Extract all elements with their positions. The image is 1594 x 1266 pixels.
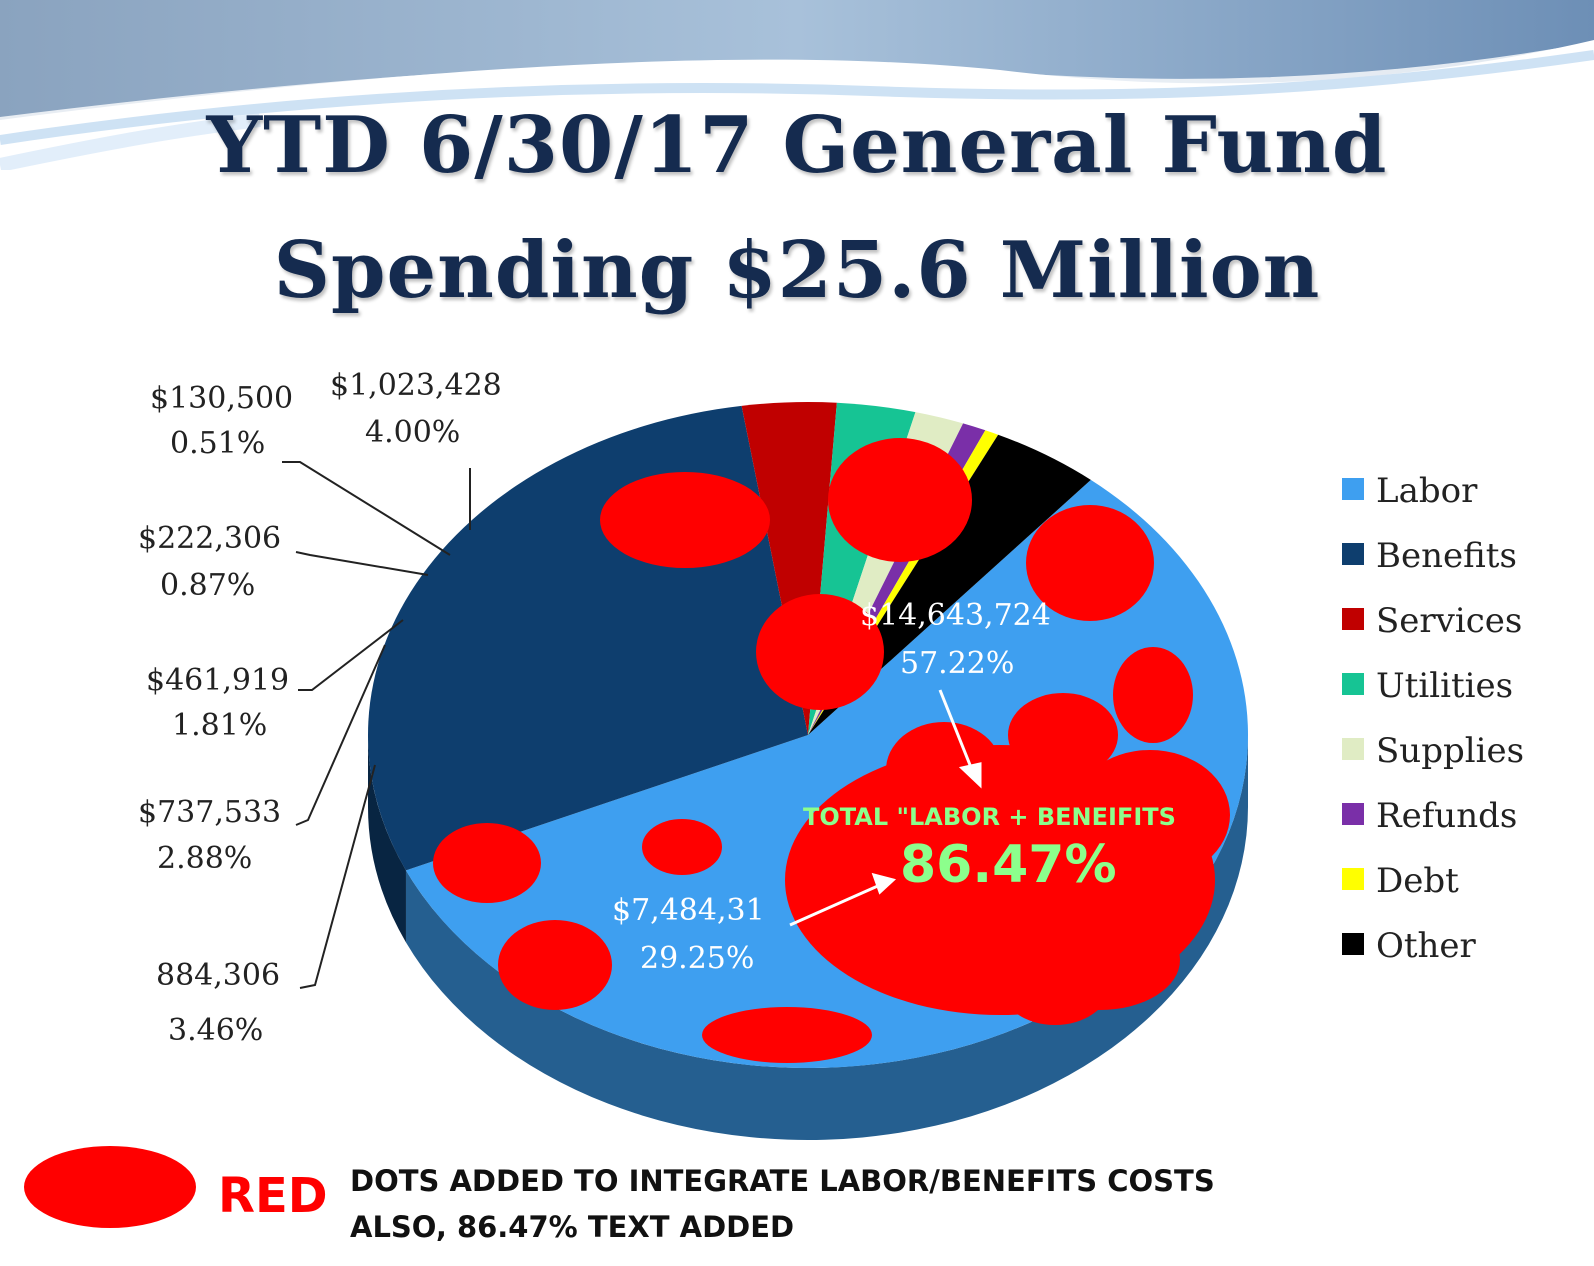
label-benefits-percent: 29.25%	[640, 941, 754, 976]
label-supplies-percent: 1.81%	[172, 708, 267, 743]
legend-label-labor: Labor	[1376, 471, 1478, 511]
arrow-head	[958, 762, 982, 789]
arrow-line	[938, 689, 974, 771]
label-debt-percent: 0.51%	[170, 426, 265, 461]
legend-label-benefits: Benefits	[1376, 536, 1517, 576]
arrow-line	[789, 883, 881, 927]
legend-swatch-benefits	[1342, 543, 1364, 565]
legend-swatch-refunds	[1342, 803, 1364, 825]
legend-swatch-debt	[1342, 868, 1364, 890]
pie-side-benefits	[368, 735, 406, 943]
label-refunds-amount: $222,306	[138, 521, 281, 556]
arrow-head	[871, 872, 897, 895]
red-dot	[642, 819, 722, 875]
red-dot	[433, 823, 541, 903]
footer-red-word: RED	[218, 1168, 328, 1224]
total-label: TOTAL "LABOR + BENEIFITS	[803, 803, 1176, 831]
leader-line-refunds	[295, 551, 429, 576]
red-dot	[1026, 505, 1154, 621]
label-labor-percent: 57.22%	[900, 646, 1014, 681]
label-services-amount: 884,306	[156, 958, 280, 993]
legend: Labor Benefits Services Utilities Supplies Re…	[1342, 471, 1524, 966]
red-dot	[600, 472, 770, 568]
pie-3d-sides	[368, 735, 1248, 1140]
footer-note-2: ALSO, 86.47% TEXT ADDED	[350, 1210, 795, 1244]
red-dot	[756, 594, 884, 710]
leader-lines	[282, 461, 471, 989]
red-dot	[1070, 750, 1230, 880]
legend-swatch-services	[1342, 608, 1364, 630]
legend-label-refunds: Refunds	[1376, 796, 1517, 836]
red-dot	[1000, 945, 1110, 1025]
legend-swatch-utilities	[1342, 673, 1364, 695]
label-benefits-amount: $7,484,31	[612, 893, 765, 928]
page-title: YTD 6/30/17 General Fund	[206, 100, 1388, 191]
pie-side-labor	[405, 735, 1248, 1140]
label-refunds-percent: 0.87%	[160, 568, 255, 603]
leader-line-debt	[282, 461, 451, 556]
red-dot	[702, 1007, 872, 1063]
label-utilities-percent: 2.88%	[157, 841, 252, 876]
label-supplies-amount: $461,919	[146, 663, 289, 698]
red-dot-key	[24, 1146, 196, 1228]
red-dot	[828, 438, 972, 562]
header-banner	[0, 0, 1594, 170]
leader-line-utilities	[295, 644, 386, 826]
legend-label-debt: Debt	[1376, 861, 1459, 901]
red-dots	[433, 438, 1230, 1063]
red-dot	[1113, 647, 1193, 743]
leader-line-supplies	[298, 619, 404, 691]
legend-label-supplies: Supplies	[1376, 731, 1524, 771]
legend-label-services: Services	[1376, 601, 1522, 641]
label-other-percent: 4.00%	[365, 415, 460, 450]
legend-label-other: Other	[1376, 926, 1477, 966]
legend-label-utilities: Utilities	[1376, 666, 1513, 706]
label-utilities-amount: $737,533	[138, 795, 281, 830]
red-dot	[498, 920, 612, 1010]
label-debt-amount: $130,500	[150, 381, 293, 416]
label-other-amount: $1,023,428	[330, 368, 502, 403]
legend-swatch-other	[1342, 933, 1364, 955]
label-labor-amount: $14,643,724	[860, 598, 1051, 633]
page-subtitle: Spending $25.6 Million	[273, 225, 1321, 316]
annotation-arrows	[789, 689, 982, 927]
leader-line-services	[299, 764, 376, 989]
legend-swatch-supplies	[1342, 738, 1364, 760]
total-value: 86.47%	[900, 835, 1117, 895]
footer-note-1: DOTS ADDED TO INTEGRATE LABOR/BENEFITS C…	[350, 1164, 1215, 1198]
label-services-percent: 3.46%	[168, 1013, 263, 1048]
legend-swatch-labor	[1342, 478, 1364, 500]
